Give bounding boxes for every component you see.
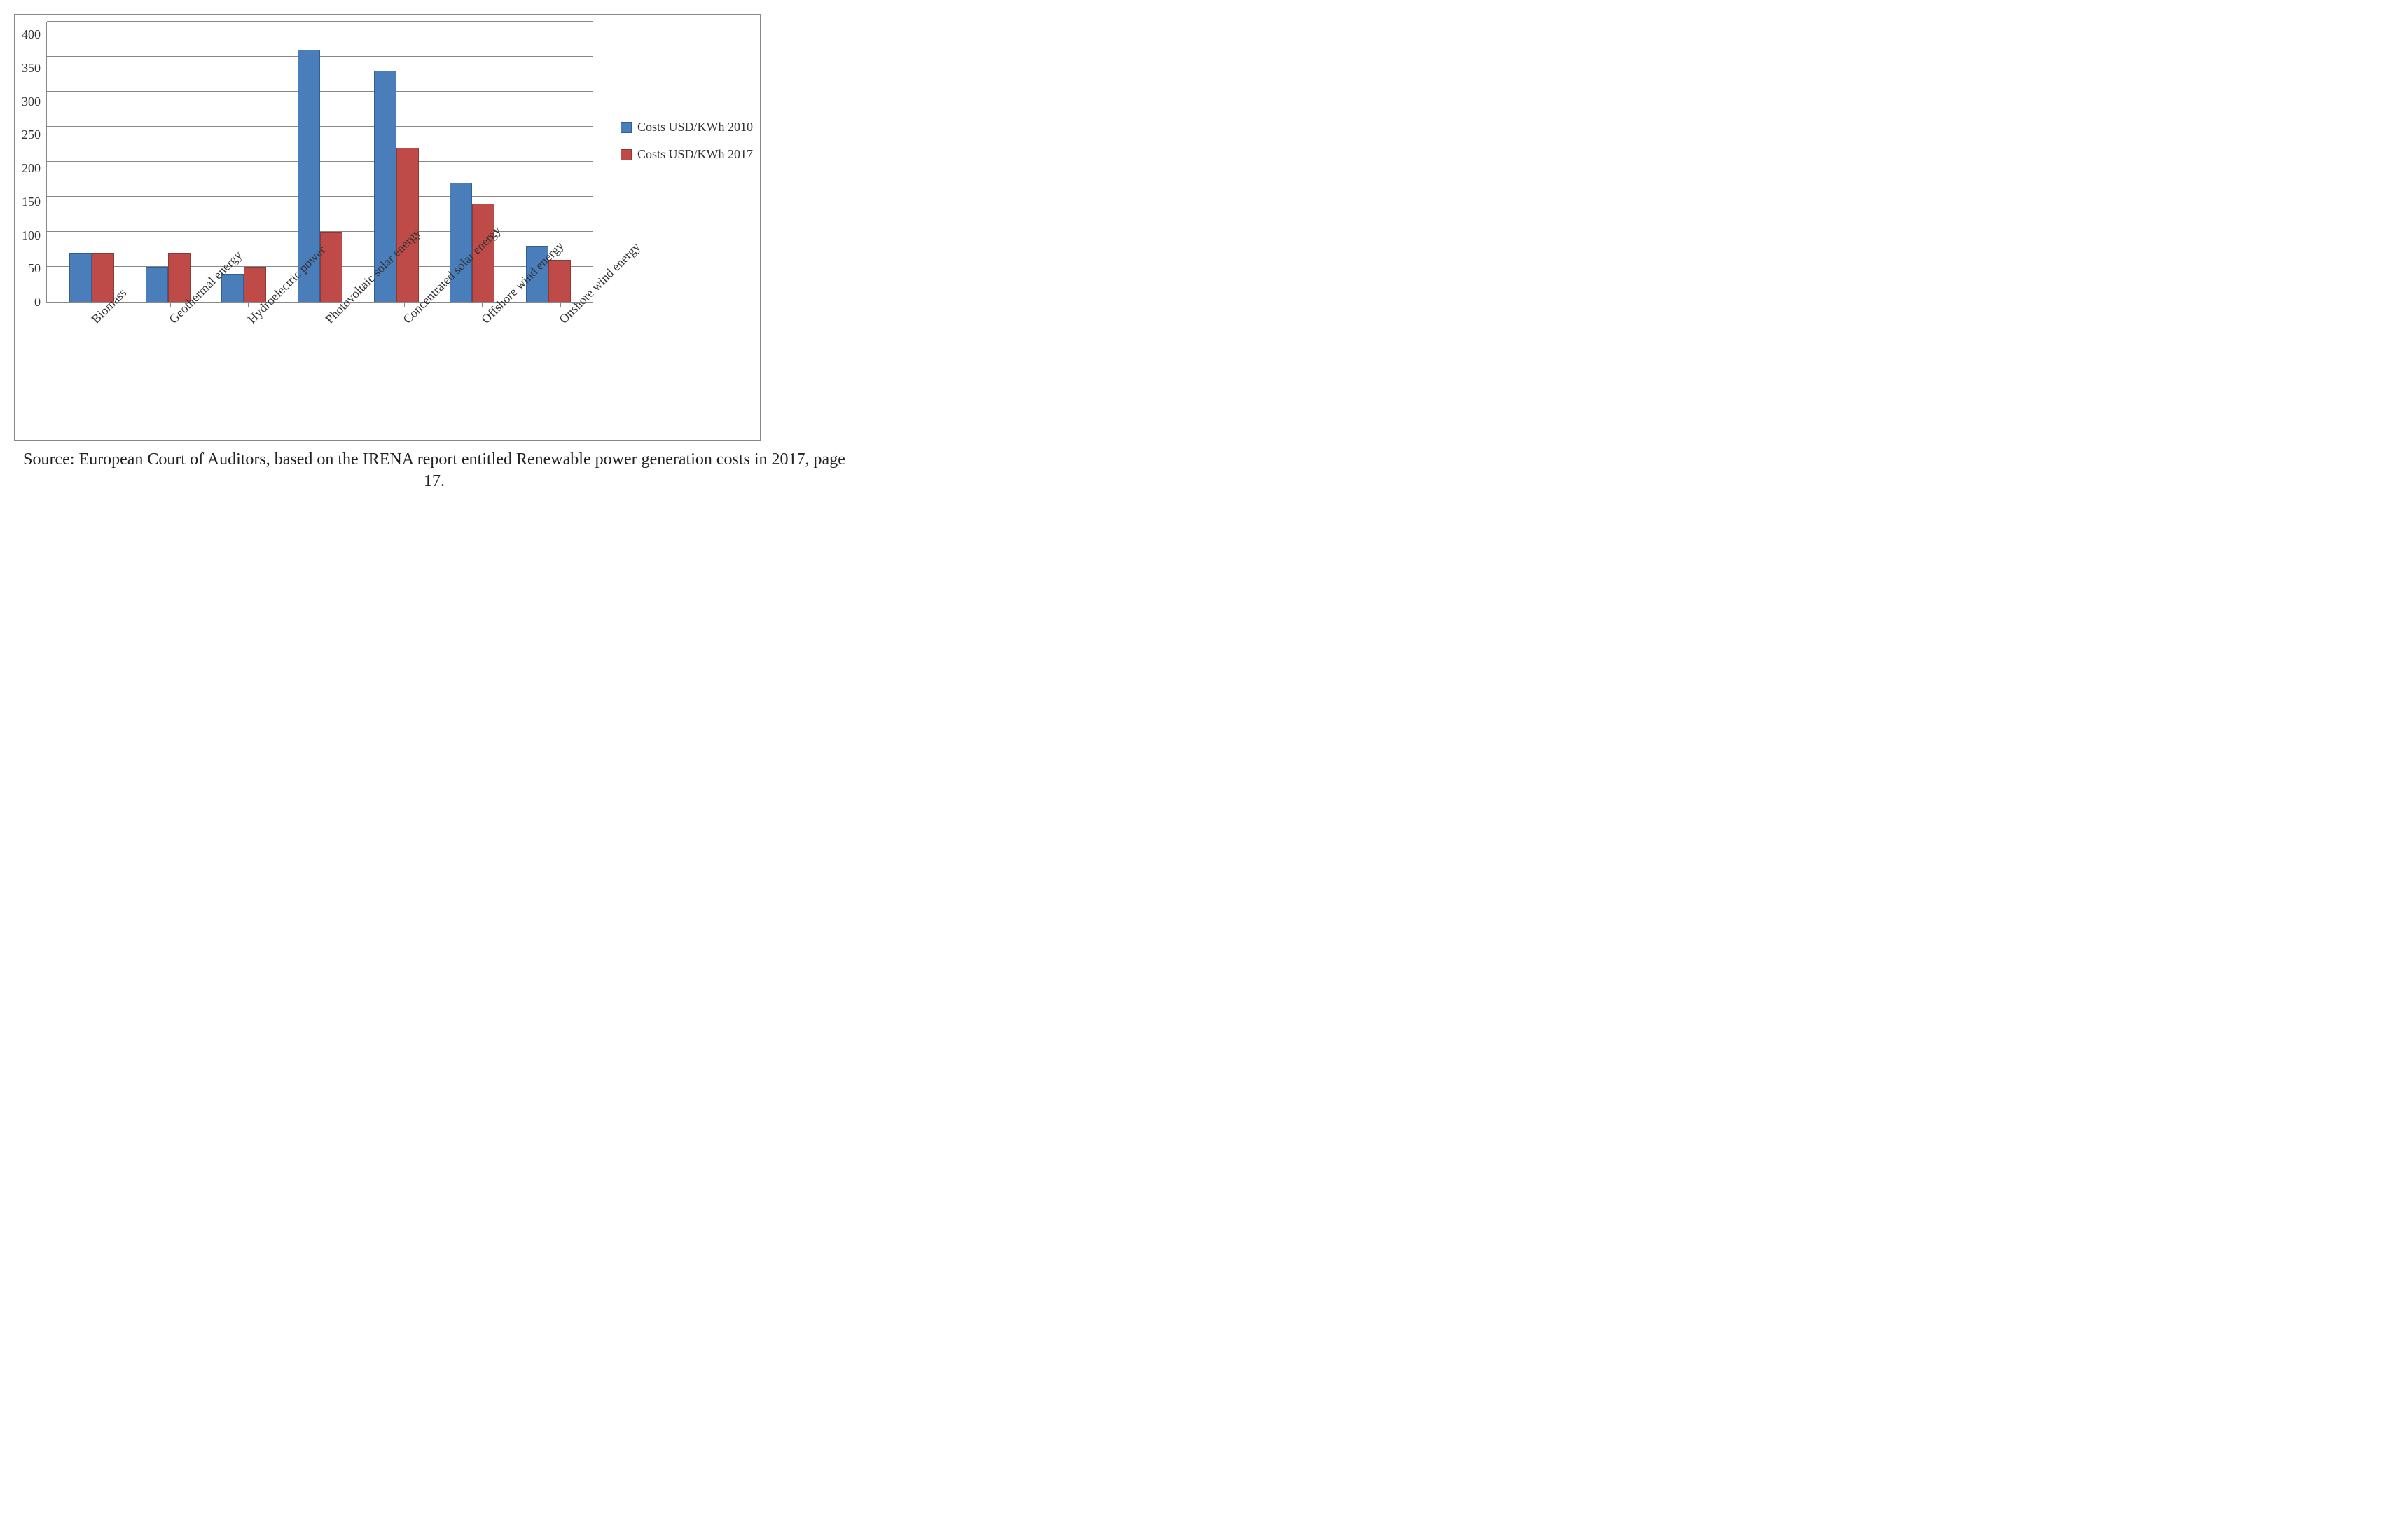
bar [548, 260, 571, 302]
y-tick-label: 350 [22, 62, 41, 74]
x-label-cell: Geothermal energy [131, 307, 209, 433]
y-tick-label: 200 [22, 162, 41, 174]
chart-main: 400 350 300 250 200 150 100 50 0 BiomassGeotherm… [22, 22, 607, 433]
y-tick-label: 50 [28, 262, 41, 275]
legend-swatch [621, 149, 632, 160]
x-label-cell: Concentrated solar energy [366, 307, 443, 433]
x-axis: BiomassGeothermal energyHydroelectric po… [46, 307, 607, 433]
x-label-cell: Photovoltaic solar energy [287, 307, 365, 433]
bar [320, 232, 342, 302]
y-axis: 400350300250200150100500 [22, 22, 46, 302]
y-tick-label: 400 [22, 28, 41, 41]
y-tick-label: 100 [22, 229, 41, 242]
x-label-cell: Biomass [53, 307, 131, 433]
legend-swatch [621, 122, 632, 133]
legend-item: Costs USD/KWh 2017 [621, 147, 753, 162]
legend-label: Costs USD/KWh 2010 [637, 120, 753, 134]
plot-wrap: BiomassGeothermal energyHydroelectric po… [46, 22, 607, 433]
legend-label: Costs USD/KWh 2017 [637, 147, 753, 162]
bar [396, 148, 419, 302]
category-group [358, 71, 434, 302]
source-text: Source: European Court of Auditors, base… [14, 449, 854, 492]
y-tick-label: 0 [34, 296, 41, 308]
bar [69, 253, 92, 302]
bar [146, 267, 168, 302]
legend-item: Costs USD/KWh 2010 [621, 120, 753, 134]
y-tick-label: 300 [22, 95, 41, 108]
category-group [282, 50, 359, 302]
x-label-cell: Hydroelectric power [209, 307, 287, 433]
chart-inner: 400 350 300 250 200 150 100 50 0 BiomassGeotherm… [22, 22, 753, 433]
legend: Costs USD/KWh 2010 Costs USD/KWh 2017 [607, 22, 753, 174]
x-label-cell: Offshore wind energy [443, 307, 521, 433]
x-label-cell: Onshore wind energy [522, 307, 600, 433]
y-tick-label: 250 [22, 128, 41, 141]
chart-container: 400 350 300 250 200 150 100 50 0 BiomassGeotherm… [14, 14, 761, 441]
y-tick-label: 150 [22, 195, 41, 208]
